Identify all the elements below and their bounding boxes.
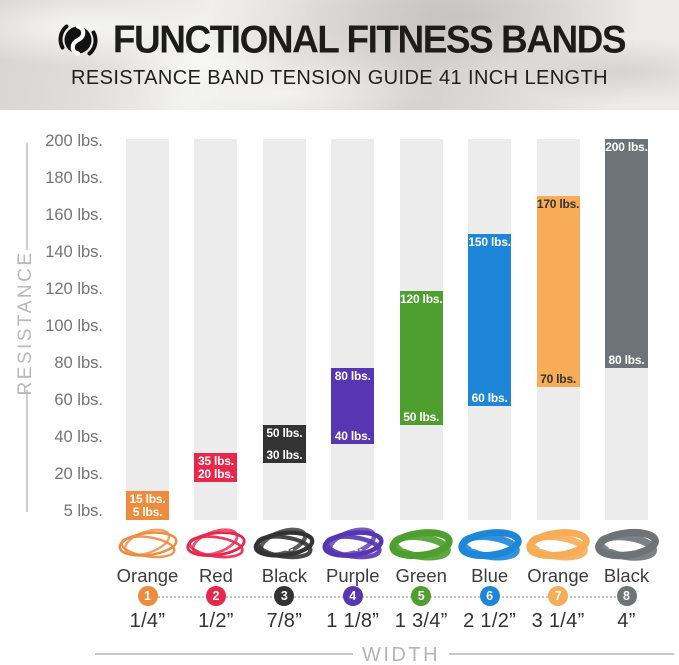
range-bar: 200 lbs. 80 lbs. [605, 139, 648, 368]
band-width-label: 3 1/4” [531, 610, 585, 632]
y-tick-label: 160 lbs. [45, 206, 103, 224]
y-tick-label: 180 lbs. [45, 169, 103, 187]
band-number-badge: 3 [274, 586, 295, 606]
band-color-name: Black [261, 565, 307, 586]
y-tick-label: 60 lbs. [54, 391, 103, 409]
range-bar: 150 lbs. 60 lbs. [468, 234, 512, 406]
bar-min-label: 5 lbs. [132, 504, 163, 519]
bar-min-label: 70 lbs. [540, 371, 577, 386]
band-color-name: Black [603, 565, 650, 586]
range-bar: 15 lbs. 5 lbs. [126, 491, 169, 520]
y-tick-label: 80 lbs. [54, 354, 103, 372]
band-number-badge: 5 [411, 586, 432, 606]
bar-min-label: 60 lbs. [471, 390, 508, 405]
band-number-connector [147, 596, 627, 598]
band-loop-icon [118, 528, 177, 559]
bar-min-label: 40 lbs. [334, 428, 371, 443]
band-loop-icon [254, 527, 315, 560]
band-number-badge: 2 [205, 586, 226, 606]
bar-max-label: 150 lbs. [468, 235, 511, 250]
band-number-badge: 6 [479, 586, 500, 606]
bar-max-label: 170 lbs. [536, 197, 580, 212]
bar-max-label: 35 lbs. [197, 454, 234, 469]
y-tick-label: 5 lbs. [63, 502, 103, 520]
bar-min-label: 80 lbs. [608, 352, 645, 367]
column-track [126, 139, 169, 520]
band-width-label: 1 1/8” [326, 610, 380, 632]
band-color-name: Green [395, 565, 447, 586]
range-bar: 170 lbs. 70 lbs. [536, 196, 580, 387]
header-banner: FUNCTIONAL FITNESS BANDS RESISTANCE BAND… [0, 0, 679, 110]
band-width-label: 1 3/4” [394, 610, 448, 632]
tension-chart: RESISTANCE WIDTH 200 lbs. 180 lbs. 160 lbs… [0, 110, 679, 665]
band-loop-icon [594, 528, 659, 561]
band-number-badge: 4 [342, 586, 363, 606]
range-bar: 120 lbs. 50 lbs. [399, 291, 443, 425]
band-loop-icon [322, 527, 384, 560]
band-loop-icon [389, 529, 453, 561]
brand-row: FUNCTIONAL FITNESS BANDS [0, 16, 679, 64]
bar-max-label: 120 lbs. [400, 292, 443, 307]
y-tick-label: 120 lbs. [45, 280, 103, 298]
band-width-label: 2 1/2” [463, 610, 517, 632]
range-bar: 80 lbs. 40 lbs. [331, 367, 375, 444]
page-subtitle: RESISTANCE BAND TENSION GUIDE 41 INCH LE… [71, 67, 608, 89]
bar-min-label: 20 lbs. [197, 466, 234, 481]
band-color-name: Orange [116, 565, 179, 586]
bar-max-label: 50 lbs. [266, 425, 303, 440]
range-bar: 50 lbs. 30 lbs. [262, 424, 306, 463]
bar-max-label: 200 lbs. [605, 140, 648, 154]
band-number-badge: 1 [137, 586, 158, 606]
band-color-name: Orange [527, 565, 589, 586]
band-color-name: Red [198, 565, 233, 586]
band-loop-icon [186, 528, 246, 559]
band-loop-icon [457, 529, 522, 561]
band-width-label: 1/4” [129, 610, 166, 632]
swirl-logo-icon [58, 24, 98, 56]
range-bar: 35 lbs. 20 lbs. [194, 453, 238, 482]
band-number-badge: 7 [548, 586, 569, 606]
y-tick-label: 20 lbs. [54, 465, 103, 483]
x-axis-line-left [95, 653, 353, 655]
band-loop-icon [526, 529, 590, 561]
y-tick-label: 40 lbs. [54, 428, 103, 446]
bar-max-label: 80 lbs. [334, 368, 371, 383]
band-color-name: Purple [326, 565, 380, 586]
x-axis-line-right [449, 653, 674, 655]
band-width-label: 7/8” [266, 610, 303, 632]
y-tick-label: 100 lbs. [45, 317, 103, 335]
page-title: FUNCTIONAL FITNESS BANDS [112, 18, 627, 61]
y-tick-label: 140 lbs. [45, 243, 103, 261]
column-track [331, 139, 375, 520]
bar-min-label: 30 lbs. [266, 447, 303, 462]
bar-max-label: 15 lbs. [129, 492, 166, 507]
y-tick-label: 200 lbs. [45, 132, 103, 150]
band-width-label: 1/2” [198, 610, 234, 632]
column-track [262, 139, 306, 520]
x-axis-title: WIDTH [361, 644, 441, 665]
y-axis-line-lower [26, 390, 28, 512]
band-color-name: Blue [471, 565, 509, 586]
bar-min-label: 50 lbs. [403, 409, 440, 424]
band-width-label: 4” [617, 610, 636, 632]
band-number-badge: 8 [616, 586, 637, 606]
y-axis-line-upper [26, 143, 28, 250]
